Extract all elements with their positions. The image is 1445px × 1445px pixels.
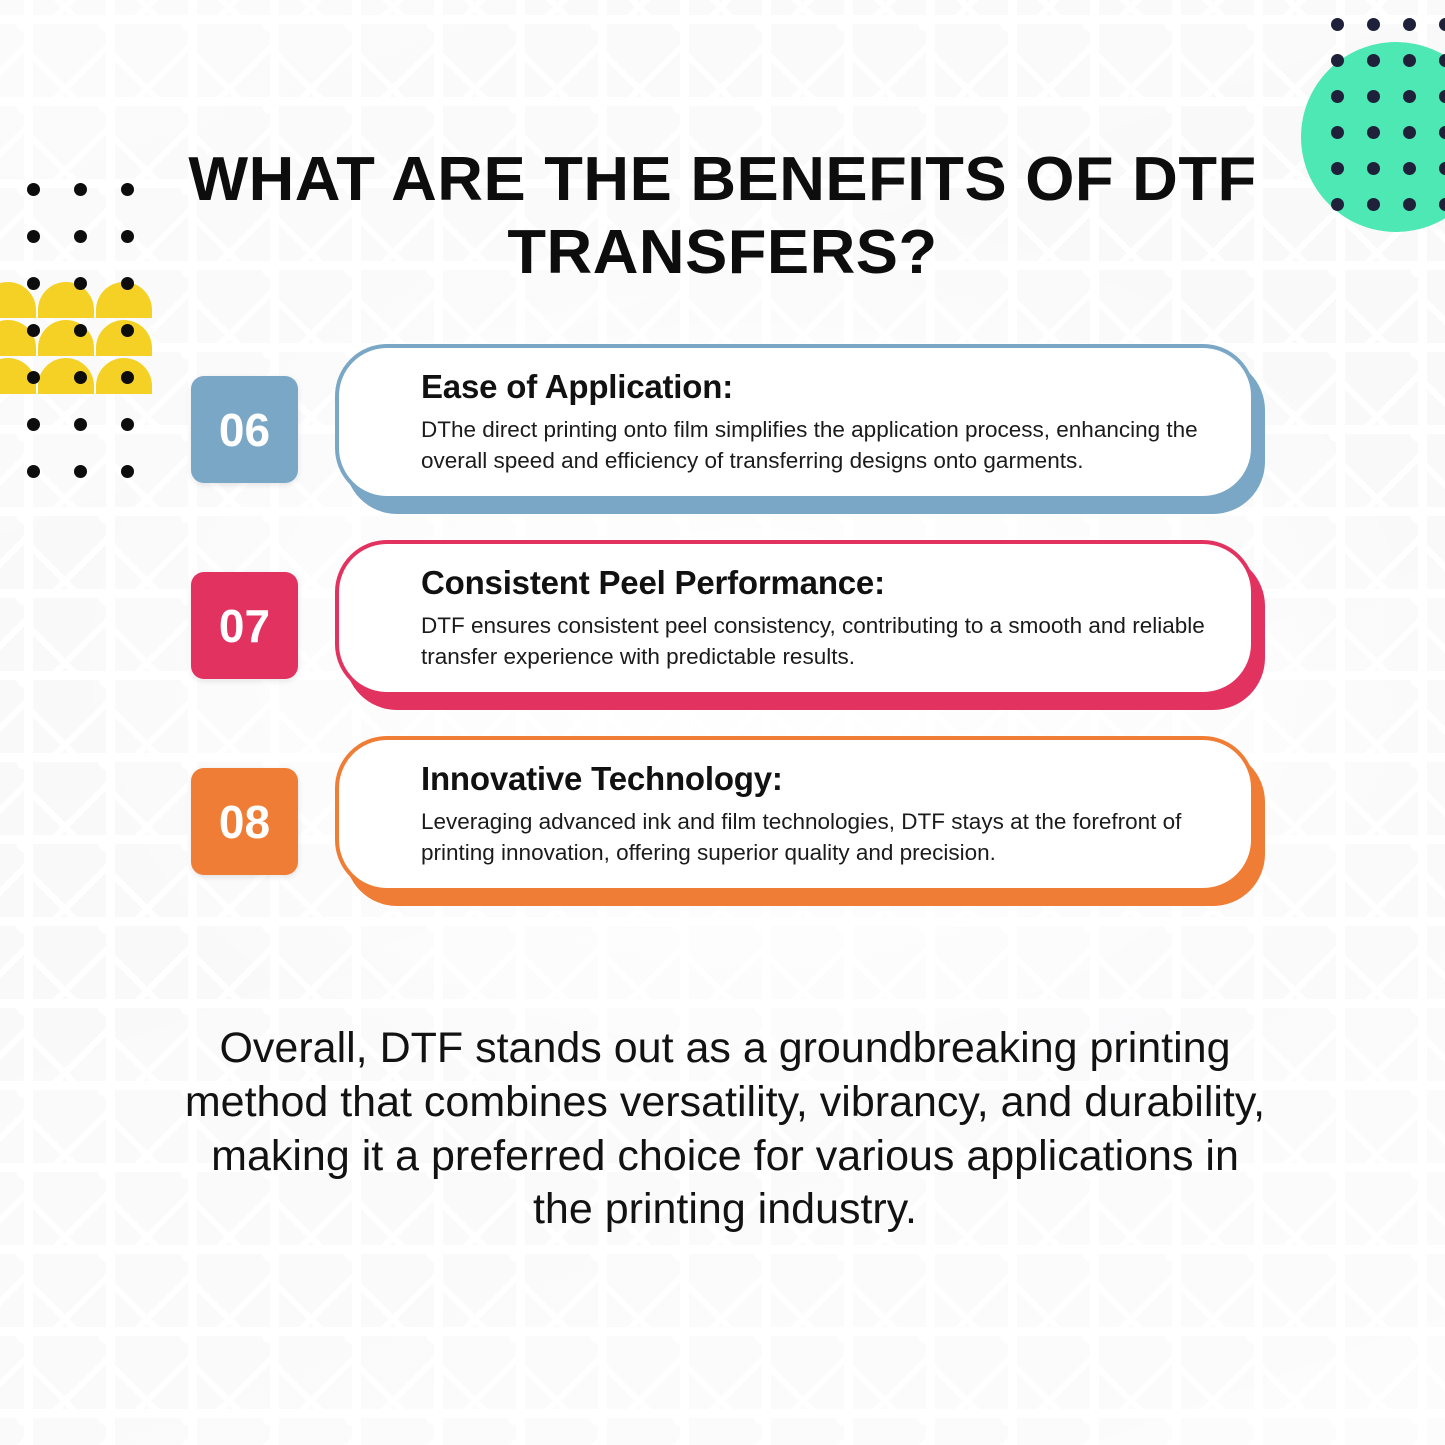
card-body-text: DTF ensures consistent peel consistency,… <box>421 612 1205 669</box>
decorative-dot <box>74 183 87 196</box>
decorative-dot <box>1330 17 1344 31</box>
card-number-badge: 06 <box>191 376 298 483</box>
decorative-dot <box>121 183 134 196</box>
decorative-dot <box>121 324 134 337</box>
card-number-badge: 07 <box>191 572 298 679</box>
card-number-label: 07 <box>218 599 271 652</box>
decorative-dot <box>27 277 40 290</box>
yellow-semicircle-decoration <box>0 282 152 394</box>
summary-paragraph: Overall, DTF stands out as a groundbreak… <box>184 1024 1266 1234</box>
decorative-dot <box>74 465 87 478</box>
decorative-dot <box>1366 161 1380 175</box>
decorative-dot <box>27 371 40 384</box>
decorative-dot <box>74 418 87 431</box>
decorative-dot <box>1330 197 1344 211</box>
decorative-dot <box>1330 53 1344 67</box>
decorative-dot <box>1366 197 1380 211</box>
card-content: Innovative Technology: Leveraging advanc… <box>335 736 1255 892</box>
card-content: Ease of Application: DThe direct printin… <box>335 344 1255 500</box>
decorative-dot <box>121 230 134 243</box>
decorative-dot <box>1402 17 1416 31</box>
card-number-label: 06 <box>218 403 271 456</box>
page-title-line-2: TRANSFERS? <box>507 218 938 288</box>
decorative-dot <box>1402 53 1416 67</box>
card-content: Consistent Peel Performance: DTF ensures… <box>335 540 1255 696</box>
card-body-text: Leveraging advanced ink and film technol… <box>421 808 1182 865</box>
decorative-dot <box>1438 125 1445 139</box>
card-shell: Ease of Application: DThe direct printin… <box>335 344 1265 514</box>
decorative-dot <box>1438 197 1445 211</box>
decorative-dot <box>1330 161 1344 175</box>
page-title: WHAT ARE THE BENEFITS OF DTF TRANSFERS? <box>164 143 1281 289</box>
decorative-dot <box>121 418 134 431</box>
benefit-card-item: 07 Consistent Peel Performance: DTF ensu… <box>0 534 1445 730</box>
decorative-dot <box>27 465 40 478</box>
card-heading: Consistent Peel Performance: <box>421 563 885 601</box>
card-body-text: DThe direct printing onto film simplifie… <box>421 416 1198 473</box>
decorative-dot <box>27 418 40 431</box>
decorative-dot <box>1402 197 1416 211</box>
decorative-dot <box>1366 53 1380 67</box>
decorative-dot <box>1366 125 1380 139</box>
decorative-dot <box>1402 89 1416 103</box>
decorative-dot <box>121 465 134 478</box>
decorative-dot <box>27 230 40 243</box>
decorative-dot <box>1438 161 1445 175</box>
page-title-line-1: WHAT ARE THE BENEFITS OF DTF <box>188 145 1257 214</box>
decorative-dot <box>1366 17 1380 31</box>
benefit-card-item: 06 Ease of Application: DThe direct prin… <box>0 338 1445 534</box>
decorative-dot <box>1366 89 1380 103</box>
benefit-card-item: 08 Innovative Technology: Leveraging adv… <box>0 730 1445 926</box>
card-number-badge: 08 <box>191 768 298 875</box>
card-shell: Innovative Technology: Leveraging advanc… <box>335 736 1265 906</box>
decorative-dot <box>1330 89 1344 103</box>
decorative-dot <box>1330 125 1344 139</box>
decorative-dot <box>1402 161 1416 175</box>
decorative-dot <box>1438 53 1445 67</box>
decorative-dot <box>1402 125 1416 139</box>
dot-grid-top-right-decoration <box>1319 6 1445 211</box>
decorative-dot <box>74 324 87 337</box>
card-number-label: 08 <box>218 795 271 848</box>
decorative-dot <box>1438 17 1445 31</box>
decorative-dot <box>27 324 40 337</box>
card-heading: Ease of Application: <box>421 367 733 405</box>
decorative-dot <box>27 183 40 196</box>
dot-grid-left-decoration <box>10 166 134 478</box>
decorative-dot <box>121 277 134 290</box>
card-heading: Innovative Technology: <box>421 759 783 797</box>
decorative-dot <box>74 371 87 384</box>
decorative-dot <box>1438 89 1445 103</box>
card-shell: Consistent Peel Performance: DTF ensures… <box>335 540 1265 710</box>
decorative-dot <box>121 371 134 384</box>
decorative-dot <box>74 277 87 290</box>
decorative-dot <box>74 230 87 243</box>
benefit-card-list: 06 Ease of Application: DThe direct prin… <box>0 338 1445 926</box>
